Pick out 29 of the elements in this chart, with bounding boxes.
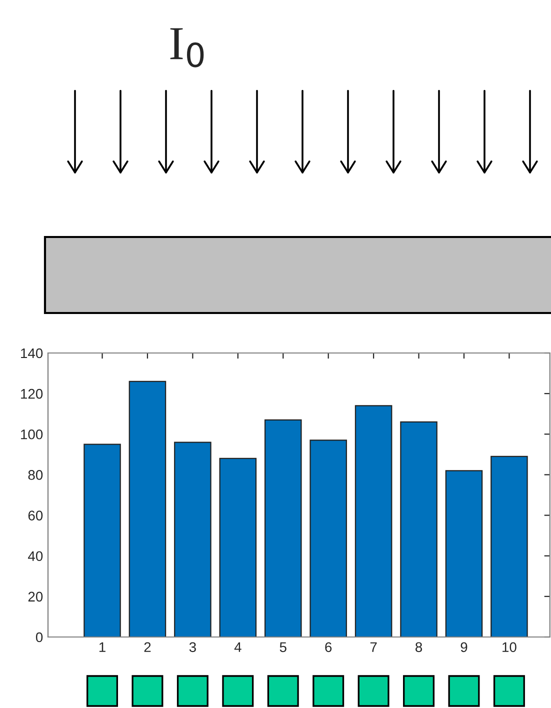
x-tick-label: 7	[370, 642, 377, 652]
bar	[445, 470, 483, 637]
bar	[219, 458, 257, 637]
x-tick-label: 1	[99, 642, 106, 652]
bar	[128, 380, 166, 637]
x-tick-label: 4	[234, 642, 242, 652]
x-tick-label: 6	[325, 642, 332, 652]
y-tick-label: 60	[28, 510, 43, 520]
bar	[264, 419, 302, 637]
y-tick-label: 140	[21, 348, 43, 358]
x-tick-label: 5	[280, 642, 286, 652]
bar	[310, 440, 347, 637]
bar	[84, 444, 121, 637]
y-tick-label: 20	[28, 592, 43, 602]
bar	[174, 442, 212, 637]
x-tick-label: 9	[460, 642, 468, 652]
x-tick-label: 8	[416, 642, 422, 652]
y-tick-label: 100	[21, 429, 43, 440]
x-tick-label: 2	[144, 642, 151, 652]
y-tick-label: 40	[28, 551, 43, 562]
bar	[490, 456, 528, 637]
x-tick-label: 3	[189, 642, 196, 652]
y-tick-label: 0	[36, 632, 43, 642]
x-tick-label: 10	[502, 642, 516, 652]
bar	[354, 405, 392, 637]
bar	[400, 421, 438, 637]
y-tick-label: 80	[28, 470, 43, 480]
y-tick-label: 120	[21, 388, 43, 399]
text: I$_{0}$	[170, 28, 204, 68]
